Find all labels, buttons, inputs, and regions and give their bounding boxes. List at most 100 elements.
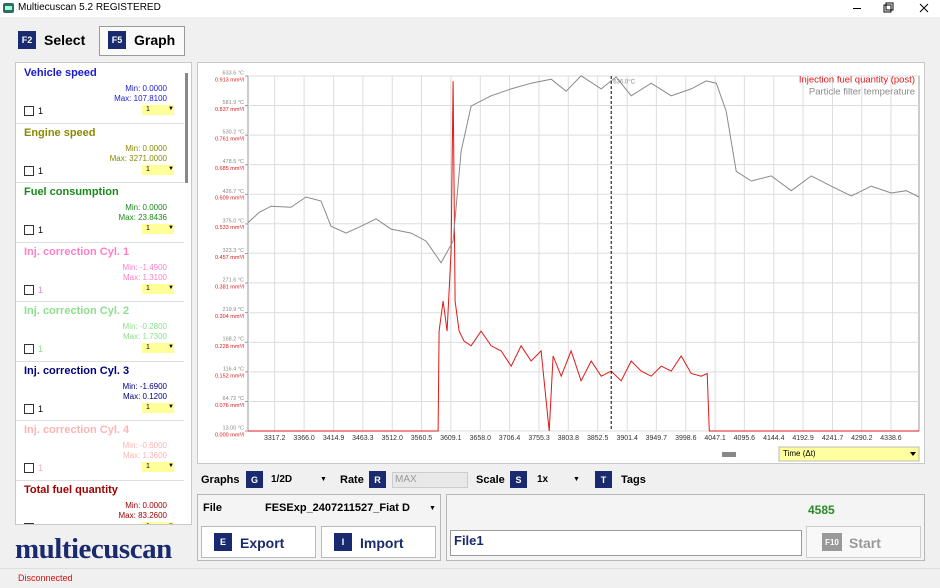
dropdown[interactable]: 1 xyxy=(142,402,174,413)
button[interactable]: I Import xyxy=(321,526,436,558)
dropdown[interactable]: 1 xyxy=(142,462,174,472)
graph-panel: 3317.2 3366.0 3414.9 3463.3 3512.0 3560.5 3609… xyxy=(197,62,925,464)
separator xyxy=(16,420,184,421)
control-label: Graphs xyxy=(201,474,240,486)
checkbox[interactable] xyxy=(24,463,34,473)
control-label[interactable]: Tags xyxy=(621,474,646,486)
logo: multiecuscan xyxy=(15,533,172,565)
window-buttons[interactable] xyxy=(840,0,940,17)
file-name[interactable]: FESExp_2407211527_Fiat D xyxy=(265,502,410,514)
tab-label[interactable]: Graph xyxy=(134,32,176,48)
y2-tick-label: 13.00 °C xyxy=(223,425,244,431)
dropdown[interactable]: 1 xyxy=(142,105,174,115)
sensor-name: Inj. correction Cyl. 3 xyxy=(24,364,130,377)
button-key[interactable]: E xyxy=(214,533,232,551)
checkbox[interactable] xyxy=(24,165,34,176)
button[interactable]: E Export xyxy=(201,526,316,558)
dropdown[interactable]: 1 xyxy=(142,224,174,234)
control-key[interactable]: S xyxy=(510,471,527,488)
sensor-name: Fuel consumption xyxy=(24,186,119,198)
x-tick-label: 4047.1 xyxy=(704,435,726,442)
checkbox-label: 1 xyxy=(38,344,44,354)
control-key[interactable]: R xyxy=(369,471,386,488)
dropdown[interactable]: 1 xyxy=(142,164,174,175)
dropdown-arrow: ▼ xyxy=(168,344,174,350)
checkbox[interactable] xyxy=(24,106,34,116)
sensor-max: Max: 107.8100 xyxy=(114,94,167,103)
x-tick-label: 4144.4 xyxy=(763,435,785,442)
button-label[interactable]: Start xyxy=(849,535,881,551)
y2-tick-label: 64.72 °C xyxy=(223,396,244,402)
button-label[interactable]: Export xyxy=(240,535,285,551)
checkbox[interactable] xyxy=(24,284,34,295)
x-tick-label: 3463.3 xyxy=(352,435,374,442)
y-tick-label: 0.837 mm³/l xyxy=(215,107,244,113)
sensor-min: Min: 0.0000 xyxy=(125,203,167,212)
checkbox[interactable] xyxy=(24,225,34,235)
run-panel: 4585 File1 F10 Start xyxy=(446,494,925,561)
x-tick-label: 3317.2 xyxy=(264,435,286,442)
control-value[interactable]: 1/2D xyxy=(271,474,293,485)
name-text[interactable]: File1 xyxy=(454,533,484,548)
sensor-max: Max: 1.7300 xyxy=(122,332,167,341)
scrollbar xyxy=(185,73,188,183)
dropdown-arrow: ▼ xyxy=(168,523,174,525)
checkbox[interactable] xyxy=(24,344,34,354)
sensor-name: Total fuel quantity xyxy=(24,483,118,496)
chart: 3317.2 3366.0 3414.9 3463.3 3512.0 3560.5 3609… xyxy=(215,70,920,462)
dropdown[interactable]: 1 xyxy=(142,283,174,294)
button[interactable]: F10 Start xyxy=(806,526,921,558)
y-tick-label: 0.381 mm³/l xyxy=(215,284,244,290)
tab-key[interactable]: F5 xyxy=(108,31,126,49)
x-tick-label: 4290.2 xyxy=(851,435,873,442)
x-tick-label: 3658.0 xyxy=(470,435,492,442)
button-key[interactable]: F10 xyxy=(822,533,842,551)
legend-entry: Particle filter temperature xyxy=(809,87,915,98)
sensor-max: Max: 3271.0000 xyxy=(109,153,167,163)
x-tick-label: 3949.7 xyxy=(646,435,668,442)
x-tick-label: 3609.1 xyxy=(440,435,462,442)
name-input[interactable] xyxy=(450,530,802,556)
control-key[interactable]: G xyxy=(246,471,263,488)
dropdown[interactable] xyxy=(392,472,468,488)
dropdown-arrow: ▼ xyxy=(168,403,174,410)
tab-label[interactable]: Select xyxy=(44,32,86,48)
scroll-thumb xyxy=(722,452,736,457)
sensor-min: Min: 0.0000 xyxy=(125,500,167,510)
x-tick-label: 4095.6 xyxy=(734,435,756,442)
dropdown[interactable]: 1 xyxy=(142,343,174,353)
sensor-max: Max: 83.2600 xyxy=(118,510,167,520)
sensor-max: Max: 0.1200 xyxy=(122,391,167,401)
button-label[interactable]: Import xyxy=(360,535,404,551)
dropdown-arrow: ▼ xyxy=(429,505,436,512)
y-tick-label: 0.304 mm³/l xyxy=(215,314,244,320)
x-tick-label: 3803.8 xyxy=(558,435,580,442)
dropdown-arrow: ▼ xyxy=(168,165,174,172)
checkbox[interactable] xyxy=(24,403,34,414)
y-tick-label: 0.533 mm³/l xyxy=(215,225,244,231)
x-tick-label: 3706.4 xyxy=(499,435,521,442)
checkbox[interactable] xyxy=(24,522,34,524)
tab-key[interactable]: F2 xyxy=(18,31,36,49)
x-tick-label: 4192.9 xyxy=(792,435,814,442)
control-label: Scale xyxy=(476,474,505,486)
sensor-name: Vehicle speed xyxy=(24,67,97,79)
series-line xyxy=(247,75,920,264)
y-tick-label: 0.000 mm³/l xyxy=(215,432,244,438)
sensor-name: Inj. correction Cyl. 4 xyxy=(24,424,130,436)
title-bar: Multiecuscan 5.2 REGISTERED xyxy=(0,0,940,17)
dropdown-arrow: ▼ xyxy=(168,225,174,231)
control-value[interactable]: 1x xyxy=(537,474,549,485)
x-tick-label: 3755.3 xyxy=(528,435,550,442)
status-text: Disconnected xyxy=(18,573,73,583)
y2-tick-label: 581.9 °C xyxy=(223,100,244,106)
sensor-min: Min: -1.6900 xyxy=(122,381,167,391)
button-key[interactable]: I xyxy=(334,533,352,551)
x-tick-label: 3901.4 xyxy=(616,435,638,442)
control-key[interactable]: T xyxy=(595,471,612,488)
x-tick-label: 3366.0 xyxy=(293,435,315,442)
sensor-min: Min: -0.2800 xyxy=(122,322,167,331)
separator xyxy=(16,241,184,243)
dropdown[interactable]: 1 xyxy=(142,521,174,524)
y2-tick-label: 633.6 °C xyxy=(223,70,244,76)
